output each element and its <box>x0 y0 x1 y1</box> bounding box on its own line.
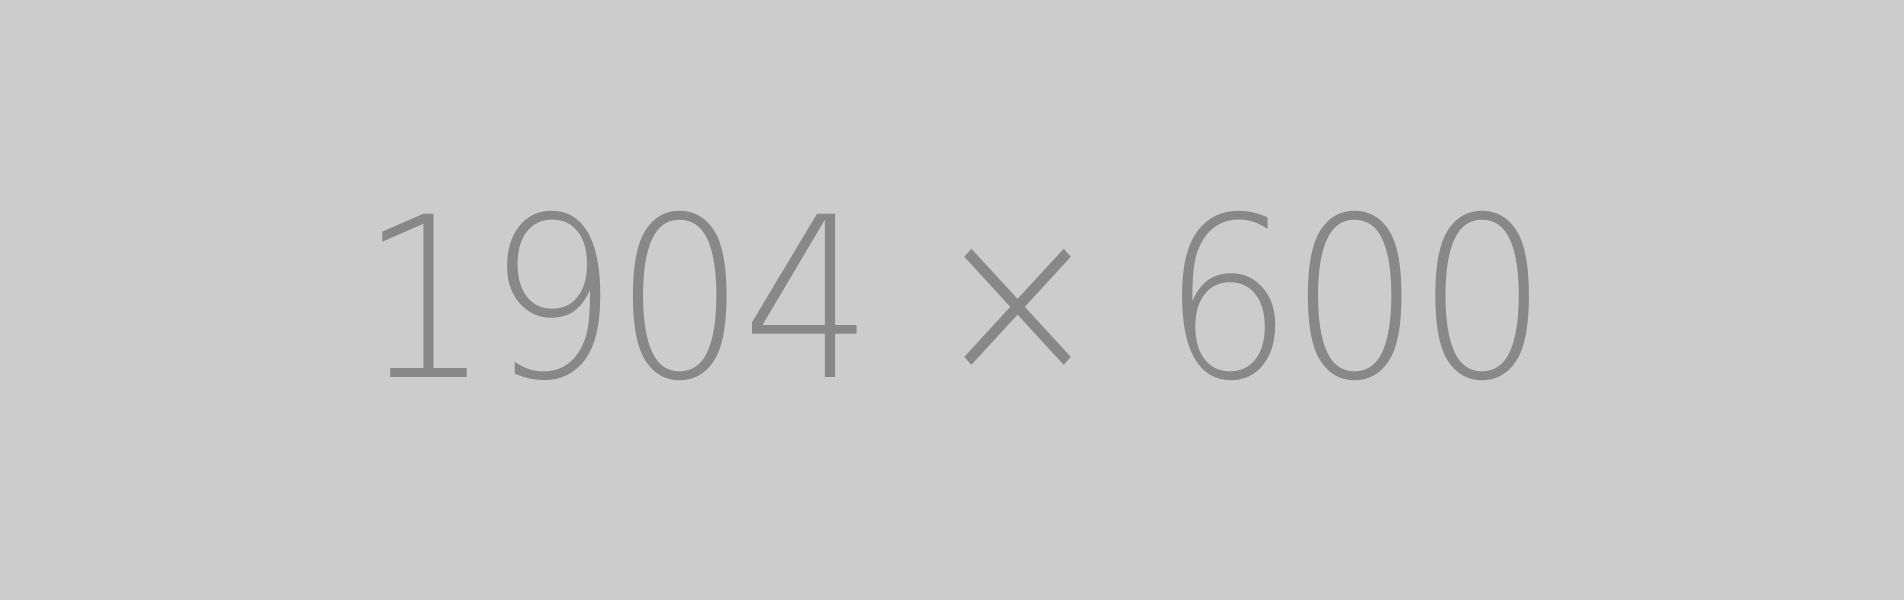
placeholder-dimensions-label: 1904 × 600 <box>359 169 1548 430</box>
